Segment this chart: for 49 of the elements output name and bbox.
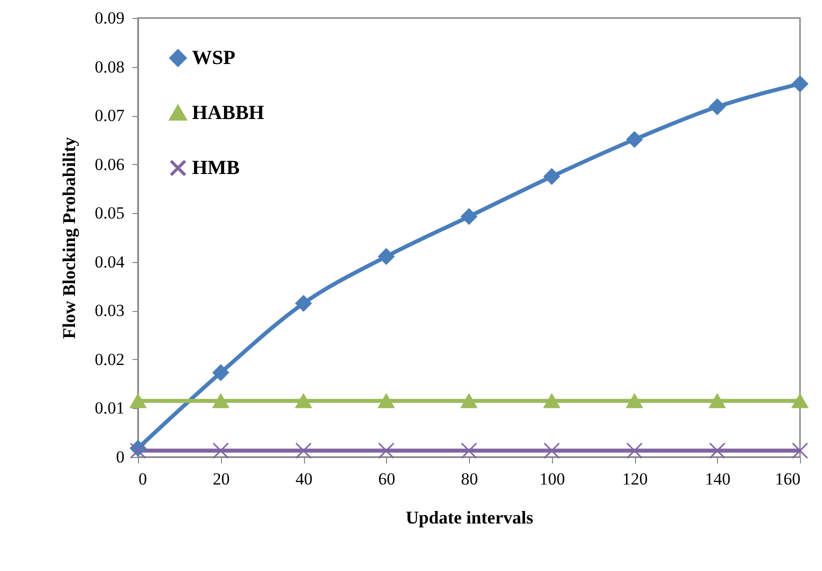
point bbox=[792, 442, 808, 459]
x-tick-label: 40 bbox=[296, 470, 312, 488]
point bbox=[212, 394, 229, 408]
point bbox=[626, 442, 643, 459]
x-tick-label: 20 bbox=[212, 470, 230, 488]
point bbox=[460, 442, 478, 459]
point bbox=[295, 295, 312, 312]
point bbox=[212, 364, 229, 381]
x-axis-title: Update intervals bbox=[406, 508, 534, 528]
legend-label: HABBH bbox=[192, 102, 265, 124]
legend-label: WSP bbox=[192, 47, 236, 69]
point bbox=[544, 394, 560, 408]
point bbox=[460, 208, 478, 225]
point bbox=[295, 394, 312, 408]
point bbox=[709, 442, 726, 459]
x-tick-label: 100 bbox=[540, 470, 565, 488]
point bbox=[709, 98, 726, 115]
point bbox=[378, 394, 394, 408]
point bbox=[212, 442, 229, 459]
point bbox=[378, 248, 394, 265]
point bbox=[709, 394, 726, 408]
point bbox=[130, 394, 146, 408]
x-tick-label: 140 bbox=[705, 470, 730, 488]
point bbox=[792, 394, 808, 408]
y-tick-label: 0 bbox=[116, 448, 124, 466]
point bbox=[378, 442, 394, 459]
y-axis-title: Flow Blocking Probability bbox=[58, 137, 79, 339]
y-tick-label: 0.03 bbox=[94, 301, 124, 320]
point bbox=[295, 442, 312, 459]
point bbox=[544, 442, 560, 459]
y-tick-label: 0.09 bbox=[94, 8, 124, 28]
legend-label: HMB bbox=[192, 157, 240, 179]
y-tick-label: 0.01 bbox=[94, 398, 124, 418]
y-tick-label: 0.04 bbox=[94, 252, 125, 272]
point bbox=[544, 168, 560, 185]
point bbox=[792, 76, 808, 92]
x-tick-label: 0 bbox=[138, 470, 147, 488]
x-tick-label: 60 bbox=[378, 470, 396, 488]
x-tick-label: 160 bbox=[775, 470, 800, 488]
y-tick-label: 0.08 bbox=[94, 57, 124, 76]
y-tick-label: 0.02 bbox=[94, 350, 124, 369]
point bbox=[626, 394, 643, 408]
y-tick-label: 0.07 bbox=[94, 106, 125, 126]
y-tick-label: 0.05 bbox=[94, 204, 124, 223]
point bbox=[626, 131, 643, 148]
point bbox=[460, 394, 478, 408]
y-tick-label: 0.06 bbox=[94, 154, 124, 174]
x-tick-label: 80 bbox=[461, 470, 478, 488]
x-tick-label: 120 bbox=[622, 470, 648, 488]
